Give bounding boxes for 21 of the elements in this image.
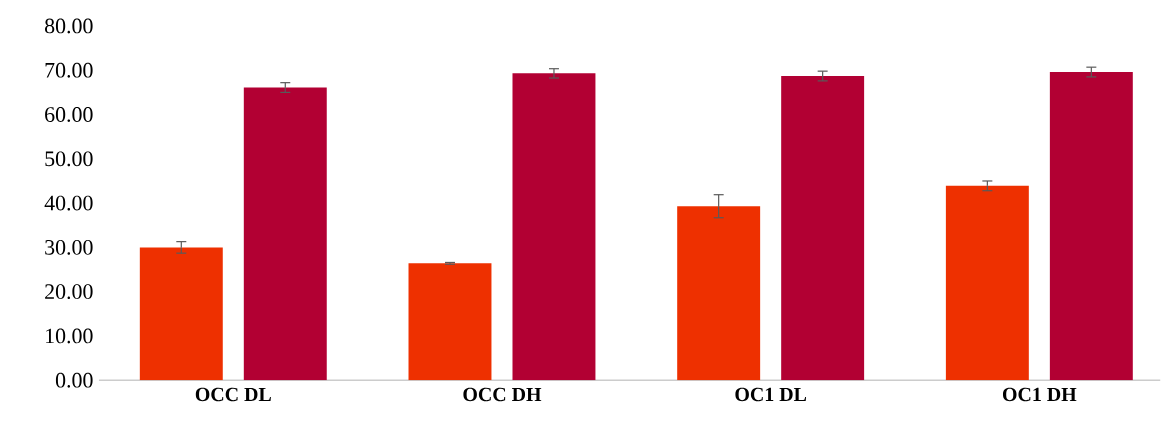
x-tick-label: OC1 DH xyxy=(1002,387,1077,402)
y-tick-label: 70.00 xyxy=(45,62,93,78)
bar xyxy=(512,73,596,381)
bar xyxy=(139,247,223,381)
bar xyxy=(677,206,761,381)
y-tick-label: 30.00 xyxy=(45,240,93,255)
y-tick-label: 40.00 xyxy=(44,195,93,211)
y-tick-label: 80.00 xyxy=(44,18,93,34)
y-tick-label: 60.00 xyxy=(45,107,93,123)
y-tick-label: 20.00 xyxy=(45,284,93,300)
y-tick-label: 50.00 xyxy=(45,151,93,167)
x-tick-label: OCC DL xyxy=(195,387,271,402)
bar xyxy=(1049,72,1133,381)
bar xyxy=(781,76,865,381)
bar xyxy=(408,263,492,381)
bar xyxy=(243,87,327,381)
x-tick-label: OCC DH xyxy=(463,387,542,402)
y-tick-label: 10.00 xyxy=(46,328,93,344)
y-tick-label: 0.00 xyxy=(55,372,93,388)
x-tick-label: OC1 DL xyxy=(735,387,807,402)
bar xyxy=(945,185,1029,381)
